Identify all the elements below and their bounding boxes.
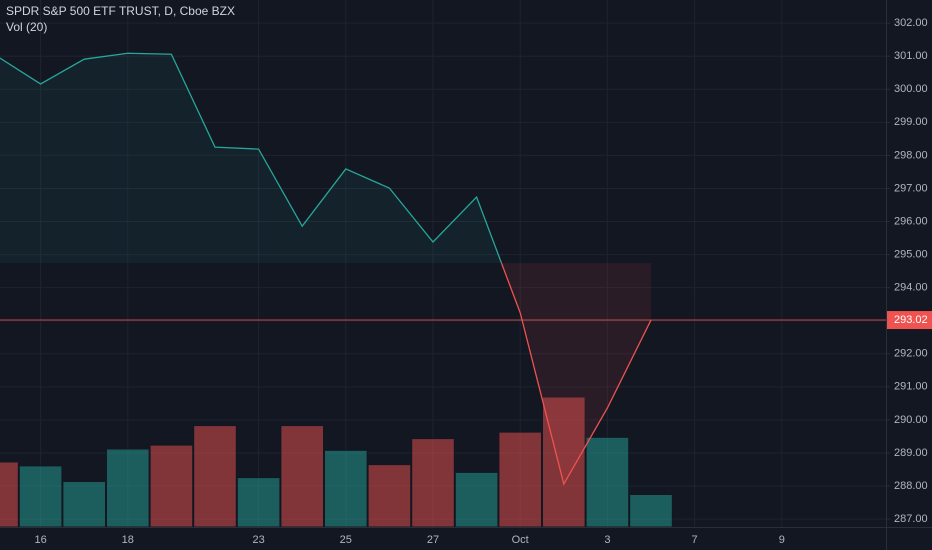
volume-bar [149,444,194,528]
volume-bar [542,396,586,528]
last-price-label: 293.02 [894,314,928,326]
volume-bar [629,494,673,528]
y-tick-label: 289.00 [894,447,928,459]
y-tick-label: 301.00 [894,50,928,62]
volume-bar [62,481,106,528]
y-tick-label: 294.00 [894,282,928,294]
x-tick-label: 7 [692,534,698,546]
volume-bar [454,471,499,528]
volume-bar [18,465,63,528]
x-tick-label: 27 [427,534,439,546]
x-tick-label: 3 [604,534,610,546]
volume-bar [498,431,542,528]
y-tick-label: 299.00 [894,116,928,128]
y-tick-label: 292.00 [894,348,928,360]
y-tick-label: 300.00 [894,83,928,95]
x-tick-label: 9 [779,534,785,546]
volume-bar [585,436,630,528]
y-tick-label: 287.00 [894,513,928,525]
y-tick-label: 290.00 [894,414,928,426]
y-tick-label: 302.00 [894,17,928,29]
baseline-area-up [0,53,651,264]
chart-title: SPDR S&P 500 ETF TRUST, D, Cboe BZX [6,4,235,18]
x-tick-label: 25 [340,534,352,546]
y-tick-label: 297.00 [894,182,928,194]
x-tick-label: 23 [252,534,264,546]
y-tick-label: 291.00 [894,381,928,393]
volume-bar [411,438,455,528]
volume-bar [0,461,19,528]
last-price-box [887,311,932,330]
baseline-area-down [501,263,651,485]
y-tick-label: 288.00 [894,480,928,492]
volume-bar [324,449,368,528]
y-tick-label: 296.00 [894,215,928,227]
volume-bar [106,448,150,528]
x-tick-label: 16 [34,534,46,546]
price-line-down [500,263,652,486]
x-tick-label: Oct [512,534,529,546]
y-tick-label: 298.00 [894,149,928,161]
volume-bar [280,425,324,528]
volume-bar [236,477,281,528]
volume-legend: Vol (20) [6,20,47,34]
price-line-up [0,52,503,264]
y-tick-label: 295.00 [894,248,928,260]
volume-bar [367,464,412,528]
x-tick-label: 18 [122,534,134,546]
volume-bar [193,425,237,528]
